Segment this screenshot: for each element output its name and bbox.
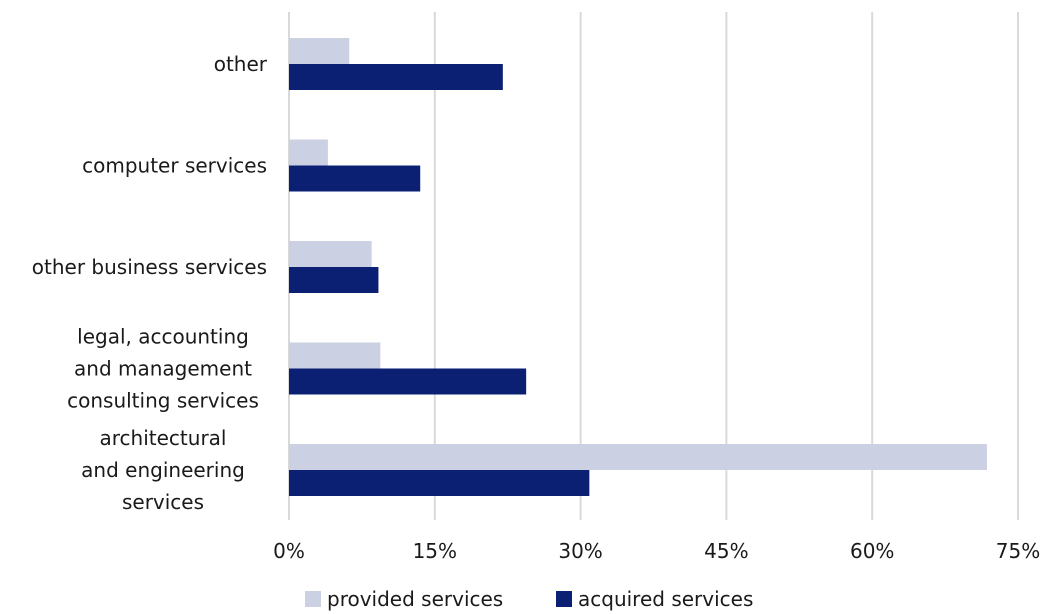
x-tick-label-0: 0% — [273, 539, 305, 563]
x-axis-tick-labels: 0% 15% 30% 45% 60% 75% — [273, 539, 1040, 563]
legend-label-0: provided services — [327, 587, 503, 611]
category-label-3: legal, accounting and management consultin… — [67, 325, 259, 413]
bar-provided-services-1 — [289, 139, 328, 166]
bar-acquired-services-3 — [289, 368, 527, 395]
category-label-line: other — [214, 52, 268, 76]
x-tick-label-3: 45% — [704, 539, 748, 563]
bar-acquired-services-2 — [289, 267, 379, 293]
category-label-line: other business services — [32, 255, 267, 279]
bar-acquired-services-0 — [289, 64, 503, 90]
category-label-line: and engineering — [81, 458, 245, 482]
bar-provided-services-3 — [289, 342, 381, 369]
x-tick-label-2: 30% — [558, 539, 602, 563]
category-label-4: architectural and engineering services — [81, 426, 245, 514]
bars — [289, 38, 987, 496]
category-label-line: services — [122, 490, 204, 514]
legend-swatch-1 — [556, 591, 572, 607]
legend: provided services acquired services — [305, 587, 753, 611]
bar-provided-services-4 — [289, 444, 987, 470]
category-label-1: computer services — [82, 154, 267, 178]
category-label-line: architectural — [100, 426, 227, 450]
bar-provided-services-2 — [289, 241, 372, 267]
category-label-0: other — [214, 52, 268, 76]
legend-label-1: acquired services — [578, 587, 753, 611]
bar-provided-services-0 — [289, 38, 350, 64]
category-label-line: consulting services — [67, 389, 259, 413]
legend-swatch-0 — [305, 591, 321, 607]
x-tick-label-4: 60% — [850, 539, 894, 563]
category-label-line: and management — [74, 357, 252, 381]
bar-acquired-services-4 — [289, 470, 590, 496]
x-tick-label-5: 75% — [996, 539, 1040, 563]
category-label-2: other business services — [32, 255, 267, 279]
bar-acquired-services-1 — [289, 165, 421, 192]
grid-lines — [288, 12, 1019, 520]
category-label-line: computer services — [82, 154, 267, 178]
category-labels: other computer services other business ser… — [32, 52, 268, 514]
x-tick-label-1: 15% — [413, 539, 457, 563]
category-label-line: legal, accounting — [77, 325, 249, 349]
